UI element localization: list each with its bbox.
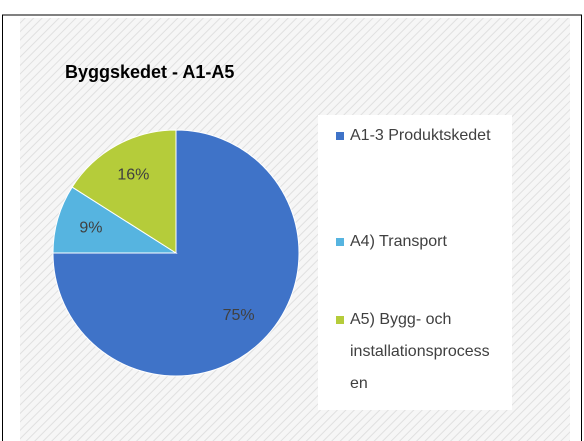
legend-item: A4) Transport: [336, 226, 494, 258]
legend-item: A5) Bygg- och installationsprocessen: [336, 304, 494, 400]
legend-item: A1-3 Produktskedet: [336, 120, 494, 152]
legend-swatch: [336, 238, 344, 246]
legend-swatch: [336, 316, 344, 324]
legend: A1-3 Produktskedet A4) Transport A5) Bygg-…: [318, 115, 512, 410]
data-label: 16%: [117, 167, 149, 184]
pie-slice: [71, 129, 177, 254]
legend-label: A1-3 Produktskedet: [350, 127, 491, 144]
data-label: 9%: [79, 220, 102, 237]
legend-label: A5) Bygg- och installationsprocessen: [350, 311, 490, 392]
data-label: 75%: [223, 307, 255, 324]
chart-title: Byggskedet - A1-A5: [65, 62, 234, 82]
legend-swatch: [336, 132, 344, 140]
legend-label: A4) Transport: [350, 233, 447, 250]
